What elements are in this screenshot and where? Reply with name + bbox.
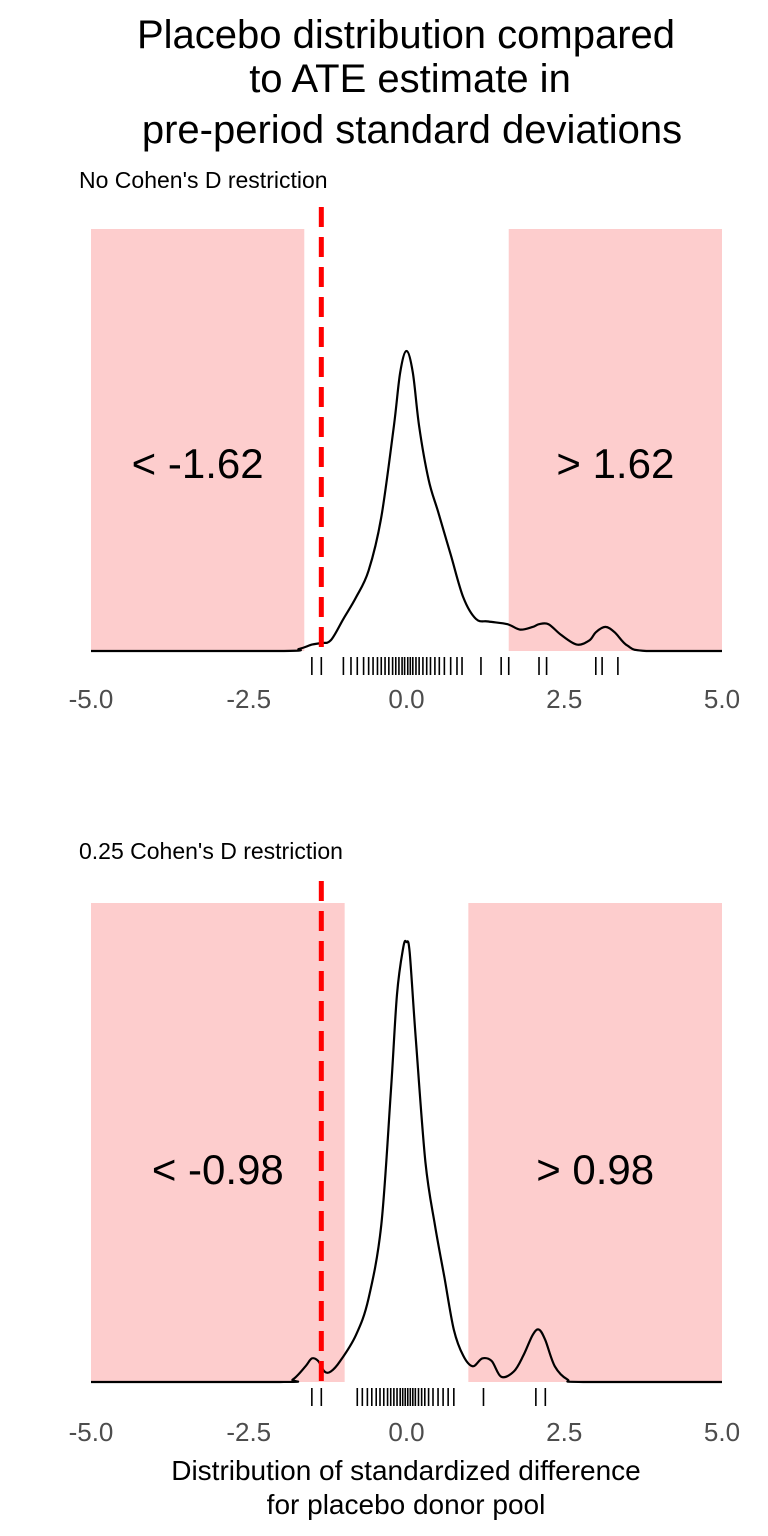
lower-tail-band — [91, 903, 345, 1382]
x-tick-label: 0.0 — [388, 1417, 424, 1447]
panel-025-restriction: 0.25 Cohen's D restriction < -0.98 > 0.98 -… — [69, 838, 740, 1447]
upper-tail-band — [468, 903, 722, 1382]
upper-tail-band — [508, 229, 722, 651]
x-tick-label: 2.5 — [546, 1417, 582, 1447]
x-tick-label: 2.5 — [546, 684, 582, 714]
x-tick-label: -5.0 — [69, 1417, 114, 1447]
panel-subtitle: 0.25 Cohen's D restriction — [79, 838, 343, 864]
title-line: pre-period standard deviations — [142, 108, 682, 152]
density-curve — [90, 349, 722, 653]
x-tick-label: -2.5 — [226, 1417, 271, 1447]
x-tick-label: -5.0 — [69, 684, 114, 714]
title-line: to ATE estimate in — [249, 57, 571, 101]
x-tick-label: 5.0 — [704, 684, 740, 714]
panel-subtitle: No Cohen's D restriction — [79, 167, 328, 193]
upper-band-label: > 0.98 — [536, 1146, 654, 1193]
x-axis-label-line: for placebo donor pool — [267, 1489, 546, 1520]
lower-band-label: < -0.98 — [152, 1146, 284, 1193]
x-tick-label: 5.0 — [704, 1417, 740, 1447]
lower-tail-band — [91, 229, 305, 651]
x-tick-label: -2.5 — [226, 684, 271, 714]
panel-no-restriction: No Cohen's D restriction < -1.62 > 1.62 -5.… — [69, 167, 740, 714]
title-line: Placebo distribution compared — [137, 13, 675, 57]
chart-title: Placebo distribution compared to ATE est… — [137, 13, 682, 152]
upper-band-label: > 1.62 — [556, 440, 674, 487]
lower-band-label: < -1.62 — [132, 440, 264, 487]
x-tick-label: 0.0 — [388, 684, 424, 714]
x-axis-label-line: Distribution of standardized difference — [171, 1455, 641, 1486]
x-axis-label: Distribution of standardized difference … — [171, 1455, 641, 1520]
